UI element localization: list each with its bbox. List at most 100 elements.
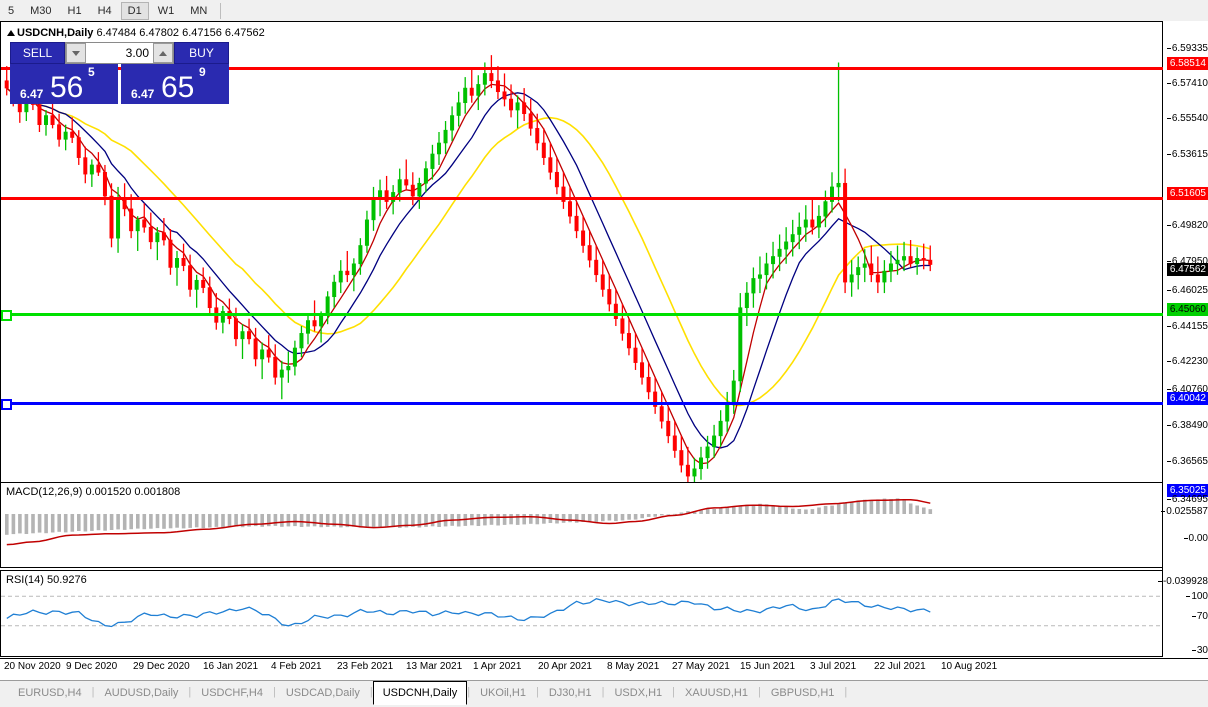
chart-tabs-bar: EURUSD,H4 | AUDUSD,Daily | USDCHF,H4 | USDCAD,… bbox=[0, 680, 1208, 707]
price-axis-label: 6.38490 bbox=[1166, 420, 1208, 431]
timeframe-m30[interactable]: M30 bbox=[30, 4, 52, 17]
buy-button[interactable]: BUY bbox=[174, 42, 229, 64]
level-line-resistance-mid[interactable] bbox=[1, 197, 1163, 200]
rsi-indicator-panel[interactable]: RSI(14) 50.9276 bbox=[0, 570, 1162, 657]
axis-tick-mark bbox=[1186, 596, 1191, 597]
price-axis-label: 6.40760 bbox=[1166, 384, 1208, 395]
timeframe-toolbar: 5 M30 H1 H4 D1 W1 MN bbox=[0, 0, 1208, 22]
axis-tick-mark bbox=[1166, 154, 1171, 155]
time-axis-label: 15 Jun 2021 bbox=[740, 661, 796, 672]
time-axis-label: 13 Mar 2021 bbox=[406, 661, 463, 672]
time-axis-label: 4 Feb 2021 bbox=[271, 661, 322, 672]
timeframe-mn[interactable]: MN bbox=[190, 4, 208, 17]
time-axis-label: 10 Aug 2021 bbox=[941, 661, 998, 672]
timeframe-w1[interactable]: W1 bbox=[157, 4, 175, 17]
time-axis: 20 Nov 2020 9 Dec 2020 29 Dec 2020 16 Jan 2… bbox=[0, 658, 1208, 678]
level-handle-support-green[interactable] bbox=[1, 310, 12, 321]
sell-price-block[interactable]: 6.47 56 5 bbox=[10, 64, 118, 104]
rsi-axis-label: 70 bbox=[1191, 611, 1208, 622]
tab-divider: | bbox=[188, 686, 192, 698]
axis-tick-mark bbox=[1166, 361, 1171, 362]
price-axis-label: 6.55540 bbox=[1166, 113, 1208, 124]
chart-ohlc-values: 6.47484 6.47802 6.47156 6.47562 bbox=[96, 27, 265, 39]
macd-axis-label: -0.039928 bbox=[1157, 576, 1208, 587]
chart-tab-audusd[interactable]: AUDUSD,Daily bbox=[104, 687, 179, 699]
time-axis-label: 9 Dec 2020 bbox=[66, 661, 118, 672]
macd-axis-label: 0.00 bbox=[1183, 533, 1208, 544]
level-line-resistance-upper[interactable] bbox=[1, 67, 1163, 70]
timeframe-d1[interactable]: D1 bbox=[120, 1, 149, 20]
price-axis-label: 6.51605 bbox=[1166, 187, 1208, 200]
buy-price-main: 65 bbox=[161, 71, 195, 104]
tab-divider: | bbox=[757, 686, 761, 698]
sell-button[interactable]: SELL bbox=[10, 42, 65, 64]
axis-tick-mark bbox=[1161, 511, 1166, 512]
price-axis-label: 6.34695 bbox=[1166, 494, 1208, 505]
chart-tab-gbpusd[interactable]: GBPUSD,H1 bbox=[770, 687, 835, 699]
buy-price-block[interactable]: 6.47 65 9 bbox=[121, 64, 229, 104]
axis-tick-mark bbox=[1166, 225, 1171, 226]
level-handle-support-blue[interactable] bbox=[1, 399, 12, 410]
price-axis-label: 6.59335 bbox=[1166, 43, 1208, 54]
price-axis-label: 6.47562 bbox=[1166, 263, 1208, 276]
sell-price-main: 56 bbox=[50, 71, 84, 104]
axis-tick-mark bbox=[1157, 581, 1162, 582]
price-axis-label: 6.58514 bbox=[1166, 57, 1208, 70]
chart-tab-usdcad[interactable]: USDCAD,Daily bbox=[285, 687, 360, 699]
chart-tab-eurusd[interactable]: EURUSD,H4 bbox=[18, 687, 82, 699]
axis-tick-mark bbox=[1166, 326, 1171, 327]
axis-tick-mark bbox=[1166, 48, 1171, 49]
tab-divider: | bbox=[844, 686, 848, 698]
time-axis-label: 22 Jul 2021 bbox=[874, 661, 926, 672]
rsi-series bbox=[1, 595, 1161, 628]
time-axis-label: 1 Apr 2021 bbox=[473, 661, 522, 672]
rsi-axis-label: 30 bbox=[1191, 645, 1208, 656]
volume-input[interactable]: 3.00 bbox=[65, 42, 174, 64]
price-axis-label: 6.47950 bbox=[1166, 256, 1208, 267]
chart-symbol-header: USDCNH,Daily 6.47484 6.47802 6.47156 6.4… bbox=[7, 27, 265, 39]
chart-tab-usdchf[interactable]: USDCHF,H4 bbox=[201, 687, 263, 699]
tab-divider: | bbox=[672, 686, 676, 698]
volume-value[interactable]: 3.00 bbox=[86, 43, 153, 63]
price-axis[interactable]: 6.59335 6.58514 6.57410 6.55540 6.53615 6.516… bbox=[1157, 21, 1208, 676]
trade-panel-controls: SELL 3.00 BUY bbox=[10, 42, 229, 64]
tab-divider: | bbox=[91, 686, 95, 698]
chart-tab-usdx[interactable]: USDX,H1 bbox=[614, 687, 663, 699]
tab-divider: | bbox=[467, 686, 471, 698]
volume-decrease-icon[interactable] bbox=[66, 43, 86, 63]
price-axis-label: 6.57410 bbox=[1166, 78, 1208, 89]
timeframe-h4[interactable]: H4 bbox=[97, 4, 112, 17]
tab-divider: | bbox=[535, 686, 539, 698]
chart-tab-dj30[interactable]: DJ30,H1 bbox=[548, 687, 592, 699]
volume-increase-icon[interactable] bbox=[153, 43, 173, 63]
level-line-support-green[interactable] bbox=[1, 313, 1163, 316]
level-line-support-blue[interactable] bbox=[1, 402, 1163, 405]
price-axis-label: 6.44155 bbox=[1166, 321, 1208, 332]
chart-frame: USDCNH,Daily 6.47484 6.47802 6.47156 6.4… bbox=[0, 21, 1208, 707]
price-axis-label: 6.45060 bbox=[1166, 303, 1208, 316]
tab-divider: | bbox=[601, 686, 605, 698]
price-axis-label: 6.42230 bbox=[1166, 356, 1208, 367]
one-click-trading-panel: SELL 3.00 BUY 6.47 56 5 6.47 bbox=[10, 42, 229, 104]
time-axis-label: 16 Jan 2021 bbox=[203, 661, 259, 672]
chart-tab-usdcnh[interactable]: USDCNH,Daily bbox=[372, 681, 468, 705]
collapse-triangle-icon[interactable] bbox=[7, 30, 15, 37]
price-axis-label: 6.40042 bbox=[1166, 392, 1208, 405]
tab-divider: | bbox=[369, 686, 373, 698]
axis-tick-mark bbox=[1183, 538, 1188, 539]
timeframe-h1[interactable]: H1 bbox=[67, 4, 82, 17]
chart-tab-ukoil[interactable]: UKOil,H1 bbox=[480, 687, 526, 699]
axis-tick-mark bbox=[1166, 83, 1171, 84]
rsi-axis-label: 100 bbox=[1186, 591, 1208, 602]
axis-tick-mark bbox=[1166, 290, 1171, 291]
timeframe-5[interactable]: 5 bbox=[8, 4, 15, 17]
chart-tab-xauusd[interactable]: XAUUSD,H1 bbox=[685, 687, 748, 699]
buy-price-base: 6.47 bbox=[131, 87, 155, 101]
chart-symbol-name: USDCNH,Daily bbox=[17, 27, 94, 39]
axis-tick-mark bbox=[1166, 461, 1171, 462]
macd-indicator-panel[interactable]: MACD(12,26,9) 0.001520 0.001808 bbox=[0, 482, 1162, 568]
price-chart-area[interactable]: USDCNH,Daily 6.47484 6.47802 6.47156 6.4… bbox=[0, 21, 1163, 482]
time-axis-label: 8 May 2021 bbox=[607, 661, 660, 672]
trade-panel-quotes: 6.47 56 5 6.47 65 9 bbox=[10, 64, 229, 104]
